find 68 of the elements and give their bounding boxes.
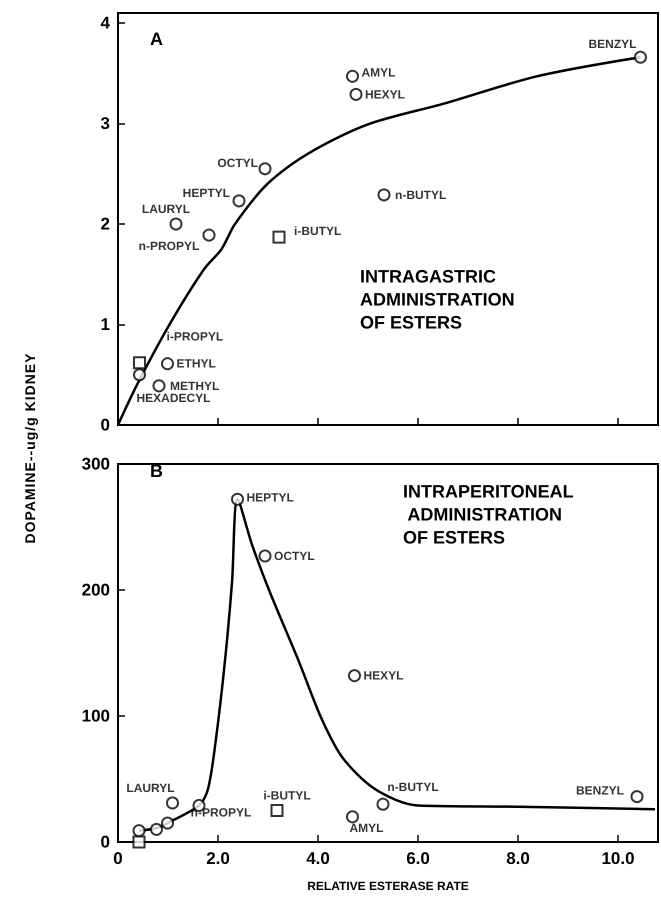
y-axis-title: DOPAMINE--ug/g KIDNEY	[22, 351, 38, 546]
annotation: n-PROPYL	[190, 805, 252, 820]
annotation: n-BUTYL	[395, 188, 446, 202]
annotation: n-PROPYL	[138, 239, 200, 254]
point	[630, 790, 644, 804]
y-tick-label: 0	[100, 832, 110, 852]
y-tick-label: 100	[82, 706, 110, 726]
x-tick-label: 10.0	[601, 849, 635, 868]
point	[133, 356, 146, 370]
y-tick-label: 200	[82, 580, 110, 600]
annotation: METHYL	[170, 378, 220, 393]
point	[258, 549, 272, 562]
annotation: HEPTYL	[246, 490, 294, 504]
point	[272, 230, 286, 244]
point	[150, 822, 163, 836]
annotation: INTRAPERITONEAL ADMINISTRATION OF ESTERS	[403, 482, 574, 548]
annotation: AMYL	[362, 65, 396, 80]
point	[161, 816, 174, 830]
point	[132, 836, 146, 848]
point	[258, 162, 272, 176]
point	[161, 357, 174, 370]
annotation: LAURYL	[126, 780, 175, 795]
point	[634, 50, 647, 64]
x-tick-label: 8.0	[506, 849, 530, 868]
point	[376, 798, 390, 811]
point	[270, 804, 284, 817]
point	[152, 379, 166, 392]
point	[170, 218, 182, 231]
annotation: A	[150, 29, 163, 49]
annotation: AMYL	[350, 820, 384, 835]
y-tick-label: 300	[82, 454, 110, 474]
annotation: n-BUTYL	[387, 780, 439, 794]
point	[350, 88, 362, 101]
point	[346, 810, 359, 824]
annotation: B	[150, 461, 163, 481]
x-axis-title: RELATIVE ESTERASE RATE	[307, 879, 469, 893]
annotation: i-PROPYL	[166, 330, 224, 344]
y-tick-label: 2	[100, 214, 110, 234]
point	[166, 796, 179, 810]
annotation: BENZYL	[576, 784, 624, 798]
annotation: ETHYL	[176, 356, 216, 371]
annotation: INTRAGASTRIC ADMINISTRATION OF ESTERS	[360, 266, 520, 332]
point	[202, 228, 216, 242]
annotation: HEPTYL	[182, 186, 230, 200]
point	[348, 669, 361, 682]
annotation: i-BUTYL	[294, 224, 342, 238]
annotation: BENZYL	[588, 37, 636, 52]
point	[132, 824, 146, 838]
point	[346, 70, 359, 83]
y-tick-label: 3	[100, 114, 110, 134]
annotation: i-BUTYL	[263, 788, 311, 802]
annotation: HEXADECYL	[136, 390, 211, 405]
y-tick-label: 4	[100, 14, 111, 33]
point	[232, 194, 246, 208]
annotation: LAURYL	[142, 202, 190, 216]
y-tick-label: 1	[100, 315, 110, 334]
y-tick-label: 0	[100, 416, 110, 434]
point	[378, 188, 390, 202]
x-tick-label: 4.0	[306, 849, 330, 868]
annotation: HEXYL	[364, 668, 404, 683]
point	[231, 492, 244, 506]
annotation: OCTYL	[274, 548, 315, 563]
annotation: HEXYL	[365, 87, 406, 102]
x-tick-label: 6.0	[406, 849, 430, 868]
x-tick-label: 0	[113, 849, 123, 868]
x-tick-label: 2.0	[206, 849, 230, 868]
point	[133, 368, 146, 382]
annotation: OCTYL	[217, 156, 258, 170]
